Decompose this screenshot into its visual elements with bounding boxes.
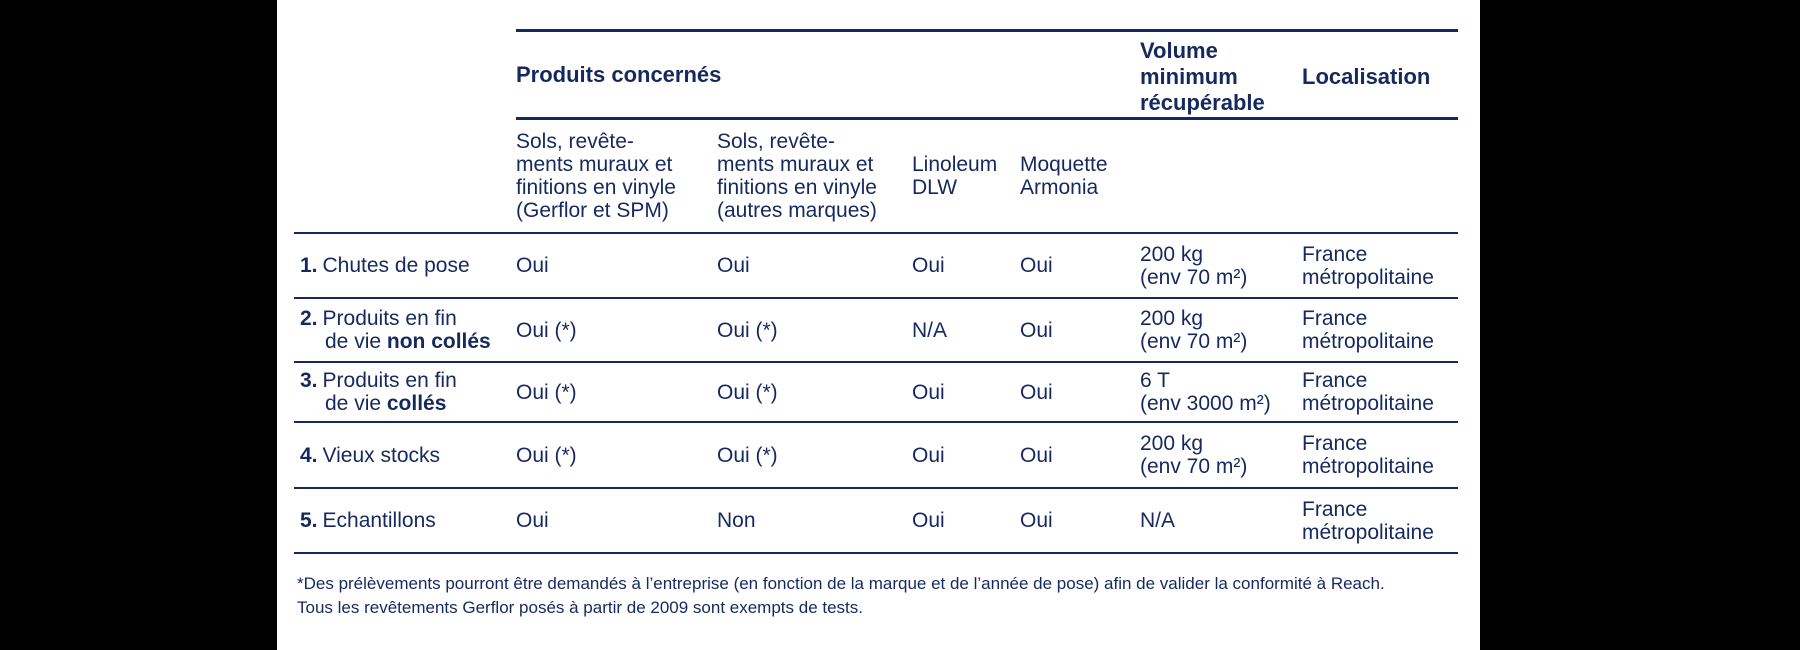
cell-localisation: France métropolitaine <box>1302 432 1434 478</box>
row-label-line2: de vie collés <box>325 392 516 415</box>
header-localisation: Localisation <box>1302 64 1431 89</box>
row-number: 5. <box>300 509 318 532</box>
subheader-gerflor-spm: Sols, revête- ments muraux et finitions … <box>516 130 676 222</box>
row-label-text: Echantillons <box>322 509 436 532</box>
cell-volume: N/A <box>1140 509 1176 532</box>
row-label: 5. Echantillons <box>294 509 516 532</box>
row-number: 1. <box>300 254 318 277</box>
footnote-line-2: Tous les revêtements Gerflor posés à par… <box>297 598 864 617</box>
cell-moquette: Oui <box>1020 318 1053 342</box>
cell-gerflor: Oui <box>516 509 549 532</box>
cell-localisation: France métropolitaine <box>1302 369 1434 415</box>
table-header-band: Produits concernés Volume minimum récupé… <box>516 29 1458 120</box>
cell-autres: Oui (*) <box>717 443 778 467</box>
table-row-3: 3. Produits en fin de vie collés Oui (*) … <box>294 363 1458 423</box>
row-label-text: Vieux stocks <box>322 443 441 467</box>
table-row-1: 1. Chutes de pose Oui Oui Oui Oui 200 kg … <box>294 234 1458 299</box>
table-subheader-row: Sols, revête- ments muraux et finitions … <box>516 120 1458 232</box>
cell-volume: 6 T (env 3000 m²) <box>1140 369 1271 415</box>
cell-moquette: Oui <box>1020 443 1053 467</box>
subheader-moquette-armonia: Moquette Armonia <box>1020 153 1108 199</box>
cell-autres: Non <box>717 509 756 532</box>
table-body: 1. Chutes de pose Oui Oui Oui Oui 200 kg … <box>294 232 1458 554</box>
row-label-text: Produits en fin <box>322 369 457 392</box>
row-label-line2-bold: non collés <box>386 330 491 353</box>
row-number: 2. <box>300 307 318 330</box>
row-label-line2: de vie non collés <box>325 330 516 353</box>
cell-autres: Oui (*) <box>717 380 778 404</box>
row-label-line1: 4. Vieux stocks <box>300 444 516 467</box>
cell-linoleum: Oui <box>912 254 945 277</box>
row-label-line1: 3. Produits en fin <box>300 369 516 392</box>
row-label-line1: 2. Produits en fin <box>300 307 516 330</box>
cell-moquette: Oui <box>1020 509 1053 532</box>
cell-linoleum: Oui <box>912 380 945 404</box>
cell-gerflor: Oui (*) <box>516 318 577 342</box>
cell-moquette: Oui <box>1020 380 1053 404</box>
table-panel: Produits concernés Volume minimum récupé… <box>277 0 1480 650</box>
table-row-4: 4. Vieux stocks Oui (*) Oui (*) Oui Oui 2… <box>294 423 1458 489</box>
cell-linoleum: Oui <box>912 509 945 532</box>
row-label-line1: 5. Echantillons <box>300 509 516 532</box>
row-label: 4. Vieux stocks <box>294 444 516 467</box>
row-label-line2-text: de vie <box>325 392 387 415</box>
cell-gerflor: Oui (*) <box>516 380 577 404</box>
row-number: 4. <box>300 443 318 467</box>
cell-autres: Oui (*) <box>717 318 778 342</box>
cell-localisation: France métropolitaine <box>1302 497 1434 544</box>
subheader-autres-marques: Sols, revête- ments muraux et finitions … <box>717 130 877 222</box>
cell-gerflor: Oui (*) <box>516 443 577 467</box>
row-label-line1: 1. Chutes de pose <box>300 254 516 277</box>
cell-gerflor: Oui <box>516 254 549 277</box>
row-label-line2-text: de vie <box>325 330 387 353</box>
header-volume-minimum: Volume minimum récupérable <box>1140 38 1265 115</box>
header-produits-concernes: Produits concernés <box>516 61 722 87</box>
cell-volume: 200 kg (env 70 m²) <box>1140 307 1248 353</box>
cell-moquette: Oui <box>1020 254 1053 277</box>
cell-autres: Oui <box>717 254 750 277</box>
row-label: 3. Produits en fin de vie collés <box>294 369 516 415</box>
cell-localisation: France métropolitaine <box>1302 242 1434 289</box>
cell-volume: 200 kg (env 70 m²) <box>1140 242 1248 289</box>
cell-volume: 200 kg (env 70 m²) <box>1140 432 1248 478</box>
cell-linoleum: N/A <box>912 318 948 342</box>
row-number: 3. <box>300 369 318 392</box>
subheader-linoleum-dlw: Linoleum DLW <box>912 153 998 199</box>
cell-localisation: France métropolitaine <box>1302 307 1434 353</box>
row-label: 2. Produits en fin de vie non collés <box>294 307 516 353</box>
subheader-spacer <box>1140 130 1458 232</box>
table-row-5: 5. Echantillons Oui Non Oui Oui N/A Franc… <box>294 489 1458 554</box>
row-label-line2-bold: collés <box>386 392 447 415</box>
row-label-text: Chutes de pose <box>322 254 470 277</box>
table-row-2: 2. Produits en fin de vie non collés Oui … <box>294 299 1458 363</box>
cell-linoleum: Oui <box>912 443 945 467</box>
row-label: 1. Chutes de pose <box>294 254 516 277</box>
row-label-text: Produits en fin <box>322 307 457 330</box>
footnote-line-1: *Des prélèvements pourront être demandés… <box>297 574 1385 593</box>
